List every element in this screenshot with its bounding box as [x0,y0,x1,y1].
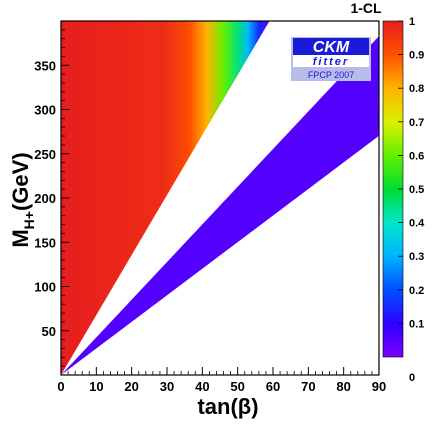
x-tick-label: 70 [301,379,315,394]
colorbar-tick-label: 0.3 [409,251,424,263]
ckmfitter-logo: CKM fitter FPCP 2007 [291,37,371,81]
y-axis-ticks: 50 100 150 200 250 300 350 [34,29,69,367]
svg-text:MH+(GeV): MH+(GeV) [8,152,37,247]
y-axis-title-unit: (GeV) [8,152,33,211]
x-tick-label: 20 [124,379,138,394]
colorbar-tick-label: 0 [409,372,415,384]
upper-left-allowed-region [61,21,270,375]
x-axis-title: tan(β) [197,394,258,419]
colorbar-tick-label: 0.7 [409,117,424,129]
logo-bar [293,38,369,55]
y-tick-label: 300 [34,103,56,118]
colorbar-title: 1-CL [350,0,382,16]
logo-ckm: CKM [313,39,350,56]
x-tick-label: 10 [89,379,103,394]
logo-fpcp: FPCP 2007 [308,70,354,80]
x-tick-label: 90 [372,379,386,394]
x-tick-label: 50 [230,379,244,394]
y-tick-label: 100 [34,280,56,295]
colorbar-tick-label: 0.8 [409,83,424,95]
colorbar-tick-label: 0.2 [409,285,424,297]
colorbar-tick-label: 0.1 [409,318,424,330]
y-axis-title: MH+(GeV) [8,152,37,247]
colorbar-tick-label: 1 [409,16,415,28]
x-tick-label: 60 [266,379,280,394]
x-tick-label: 80 [336,379,350,394]
x-tick-label: 30 [160,379,174,394]
logo-fitter: fitter [313,56,349,68]
y-tick-label: 50 [42,324,56,339]
colorbar-tick-label: 0.5 [409,184,424,196]
x-tick-label: 40 [195,379,209,394]
x-tick-label: 0 [57,379,64,394]
colorbar-tick-label: 0.4 [409,218,425,230]
colorbar-tick-label: 0.6 [409,150,424,162]
logo-fitter-bg [293,55,369,67]
colorbar-tick-label: 0.9 [409,50,424,62]
lower-right-allowed-band [61,36,379,375]
y-tick-label: 150 [34,235,56,250]
y-axis-title-sub: H+ [21,211,37,229]
y-tick-label: 350 [34,58,56,73]
y-axis-title-main: M [8,229,33,247]
y-tick-label: 250 [34,147,56,162]
x-axis-ticks: 0 10 20 30 40 50 60 70 80 90 [57,367,386,394]
y-tick-label: 200 [34,191,56,206]
colorbar-ticks: 0 0.1 0.2 0.3 0.4 0.5 0.6 0.7 0.8 0.9 1 [398,16,425,384]
